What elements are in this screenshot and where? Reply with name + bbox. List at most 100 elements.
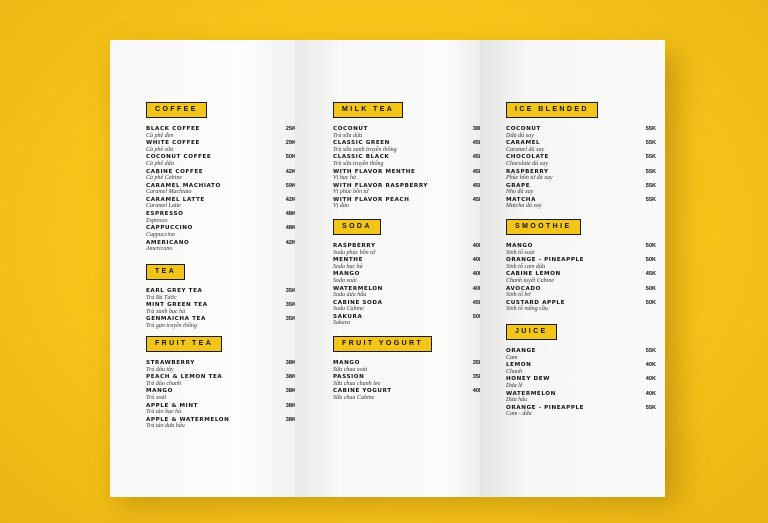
menu-item-translation: Sakura	[333, 320, 350, 327]
menu-item-name: CABINE LEMON	[506, 271, 561, 278]
menu-item-name: PEACH & LEMON TEA	[146, 374, 223, 381]
menu-item-price: 45K	[472, 168, 483, 175]
menu-item-name: WITH FLAVOR MENTHE	[333, 168, 416, 175]
menu-item-name: AVOCADO	[506, 285, 541, 292]
menu-item-translation: Caramel Latte	[146, 203, 181, 210]
menu-item: CABINE YOGURT Sữa chua Cabine 40K	[333, 388, 483, 402]
menu-item: CARAMEL Caramel đá xay 55K	[506, 140, 656, 154]
menu-item: RASPBERRY Phúc bồn tử đá xay 55K	[506, 169, 656, 183]
menu-panel-right: ICE BLENDED COCONUT Dừa đá xay 55K CARAMEL C…	[480, 40, 665, 497]
menu-item-translation: Trà Bá Tước	[146, 294, 177, 301]
menu-item-price: 45K	[645, 271, 656, 278]
menu-item-name: APPLE & MINT	[146, 402, 199, 409]
item-list: RASPBERRY Soda phúc bồn tử 40K MENTHE Soda b…	[333, 243, 483, 328]
menu-item-name: CHOCOLATE	[506, 154, 549, 161]
menu-item-name: CARAMEL LATTE	[146, 196, 205, 203]
menu-item: BLACK COFFEE Cà phê đen 25K	[146, 126, 296, 140]
menu-item-translation: Trà sữa dừa	[333, 132, 363, 139]
menu-item: MANGO Soda xoài 40K	[333, 271, 483, 285]
menu-item-price: 40K	[645, 390, 656, 397]
menu-item: RASPBERRY Soda phúc bồn tử 40K	[333, 243, 483, 257]
menu-item-price: 45K	[472, 154, 483, 161]
menu-item: CARAMEL LATTE Caramel Latte 42K	[146, 197, 296, 211]
menu-item-name: WITH FLAVOR PEACH	[333, 196, 410, 203]
menu-item: CLASSIC BLACK Trà sữa truyền thống 45K	[333, 154, 483, 168]
menu-item-name: COCONUT COFFEE	[146, 154, 212, 161]
menu-item: ORANGE - PINEAPPLE Sinh tố cam dứa 50K	[506, 257, 656, 271]
menu-item-name: GENMAICHA TEA	[146, 316, 206, 323]
menu-item: WITH FLAVOR RASPBERRY Vị phúc bồn tử 45K	[333, 183, 483, 197]
menu-item-name: WHITE COFFEE	[146, 140, 200, 147]
menu-item-name: GRAPE	[506, 182, 531, 189]
menu-item: MINT GREEN TEA Trà xanh bạc hà 35K	[146, 302, 296, 316]
menu-item-price: 45K	[472, 140, 483, 147]
menu-item-price: 40K	[472, 271, 483, 278]
section-fruit-yogurt: FRUIT YOGURT MANGO Sữa chua xoài 35K PASSIO…	[333, 332, 483, 403]
menu-item-price: 40K	[472, 257, 483, 264]
section-smoothie: SMOOTHIE MANGO Sinh tố xoài 50K ORANGE - PI…	[506, 215, 656, 314]
menu-item-price: 40K	[472, 243, 483, 249]
section-label: MILK TEA	[333, 102, 404, 118]
section-label: FRUIT YOGURT	[333, 336, 433, 352]
menu-item-name: COCONUT	[333, 126, 368, 132]
menu-item: COCONUT Trà sữa dừa 38K	[333, 126, 483, 140]
menu-panel-left: COFFEE BLACK COFFEE Cà phê đen 25K WHITE CO…	[110, 40, 296, 497]
item-list: BLACK COFFEE Cà phê đen 25K WHITE COFFEE Cà …	[146, 126, 296, 254]
menu-item: MANGO Sinh tố xoài 50K	[506, 243, 656, 257]
menu-item-price: 55K	[645, 348, 656, 354]
menu-item-name: CAPPUCCINO	[146, 225, 193, 232]
menu-item-price: 35K	[472, 374, 483, 381]
menu-item-name: SAKURA	[333, 313, 363, 320]
menu-item-translation: Soda dưa hấu	[333, 292, 367, 299]
section-label: SMOOTHIE	[506, 219, 581, 235]
menu-item: CABINE SODA Soda Cabine 45K	[333, 300, 483, 314]
menu-item: ORANGE - PINEAPPLE Cam - dứa 55K	[506, 405, 656, 419]
menu-item-name: ORANGE - PINEAPPLE	[506, 404, 585, 411]
menu-item-translation: Cam - dứa	[506, 411, 532, 418]
menu-item: MANGO Trà xoài 38K	[146, 388, 296, 402]
menu-item-name: MATCHA	[506, 196, 536, 203]
menu-item: ESPRESSO Espresso 48K	[146, 211, 296, 225]
item-list: ORANGE Cam 55K LEMON Chanh 40K HONEY DEW Dưa lê…	[506, 348, 656, 419]
menu-item: LEMON Chanh 40K	[506, 362, 656, 376]
menu-item-translation: Dưa lê	[506, 382, 523, 389]
menu-item-translation: Trà táo bạc hà	[146, 409, 182, 416]
menu-item: CHOCOLATE Chocolate đá xay 55K	[506, 154, 656, 168]
menu-item-translation: Trà xanh bạc hà	[146, 308, 186, 315]
menu-item-name: CUSTARD APPLE	[506, 299, 565, 306]
menu-item: CARAMEL MACHIATO Caramel Machiato 59K	[146, 183, 296, 197]
menu-item-price: 25K	[285, 126, 296, 132]
menu-item-price: 55K	[645, 168, 656, 175]
menu-item-translation: Sinh tố mãng cầu	[506, 306, 548, 313]
menu-item-name: WITH FLAVOR RASPBERRY	[333, 182, 429, 189]
menu-item-price: 29K	[285, 140, 296, 147]
menu-item-name: MINT GREEN TEA	[146, 302, 208, 309]
menu-item: CABINE COFFEE Cà phê Cabine 42K	[146, 169, 296, 183]
menu-item-price: 55K	[645, 182, 656, 189]
item-list: MANGO Sinh tố xoài 50K ORANGE - PINEAPPLE Si…	[506, 243, 656, 314]
menu-item-translation: Nho đá xay	[506, 189, 534, 196]
menu-item-name: CABINE SODA	[333, 299, 383, 306]
menu-item-price: 40K	[472, 285, 483, 292]
section-ice-blended: ICE BLENDED COCONUT Dừa đá xay 55K CARAMEL C…	[506, 98, 656, 211]
menu-item-price: 55K	[645, 126, 656, 132]
menu-item-translation: Cà phê Cabine	[146, 175, 182, 182]
menu-item-name: WATERMELON	[506, 390, 556, 397]
menu-item-name: COCONUT	[506, 126, 541, 132]
menu-item-translation: Chocolate đá xay	[506, 160, 548, 167]
menu-item-translation: Dưa hấu	[506, 397, 528, 404]
menu-item-price: 38K	[285, 402, 296, 409]
menu-item-translation: Cà phê đen	[146, 132, 174, 139]
menu-item-translation: Dừa đá xay	[506, 132, 534, 139]
menu-item-price: 50K	[645, 285, 656, 292]
menu-item: GENMAICHA TEA Trà gạo truyền thống 35K	[146, 316, 296, 330]
menu-item-translation: Cam	[506, 354, 518, 361]
menu-item-translation: Cà phê sữa	[146, 146, 174, 153]
menu-item-translation: Trà sữa truyền thống	[333, 160, 384, 167]
item-list: EARL GREY TEA Trà Bá Tước 35K MINT GREEN TE…	[146, 288, 296, 331]
menu-item-translation: Matcha đá xay	[506, 203, 542, 210]
menu-item-name: CLASSIC GREEN	[333, 140, 390, 147]
menu-item-price: 50K	[472, 313, 483, 320]
menu-item-name: MANGO	[506, 243, 533, 249]
menu-item-name: BLACK COFFEE	[146, 126, 200, 132]
